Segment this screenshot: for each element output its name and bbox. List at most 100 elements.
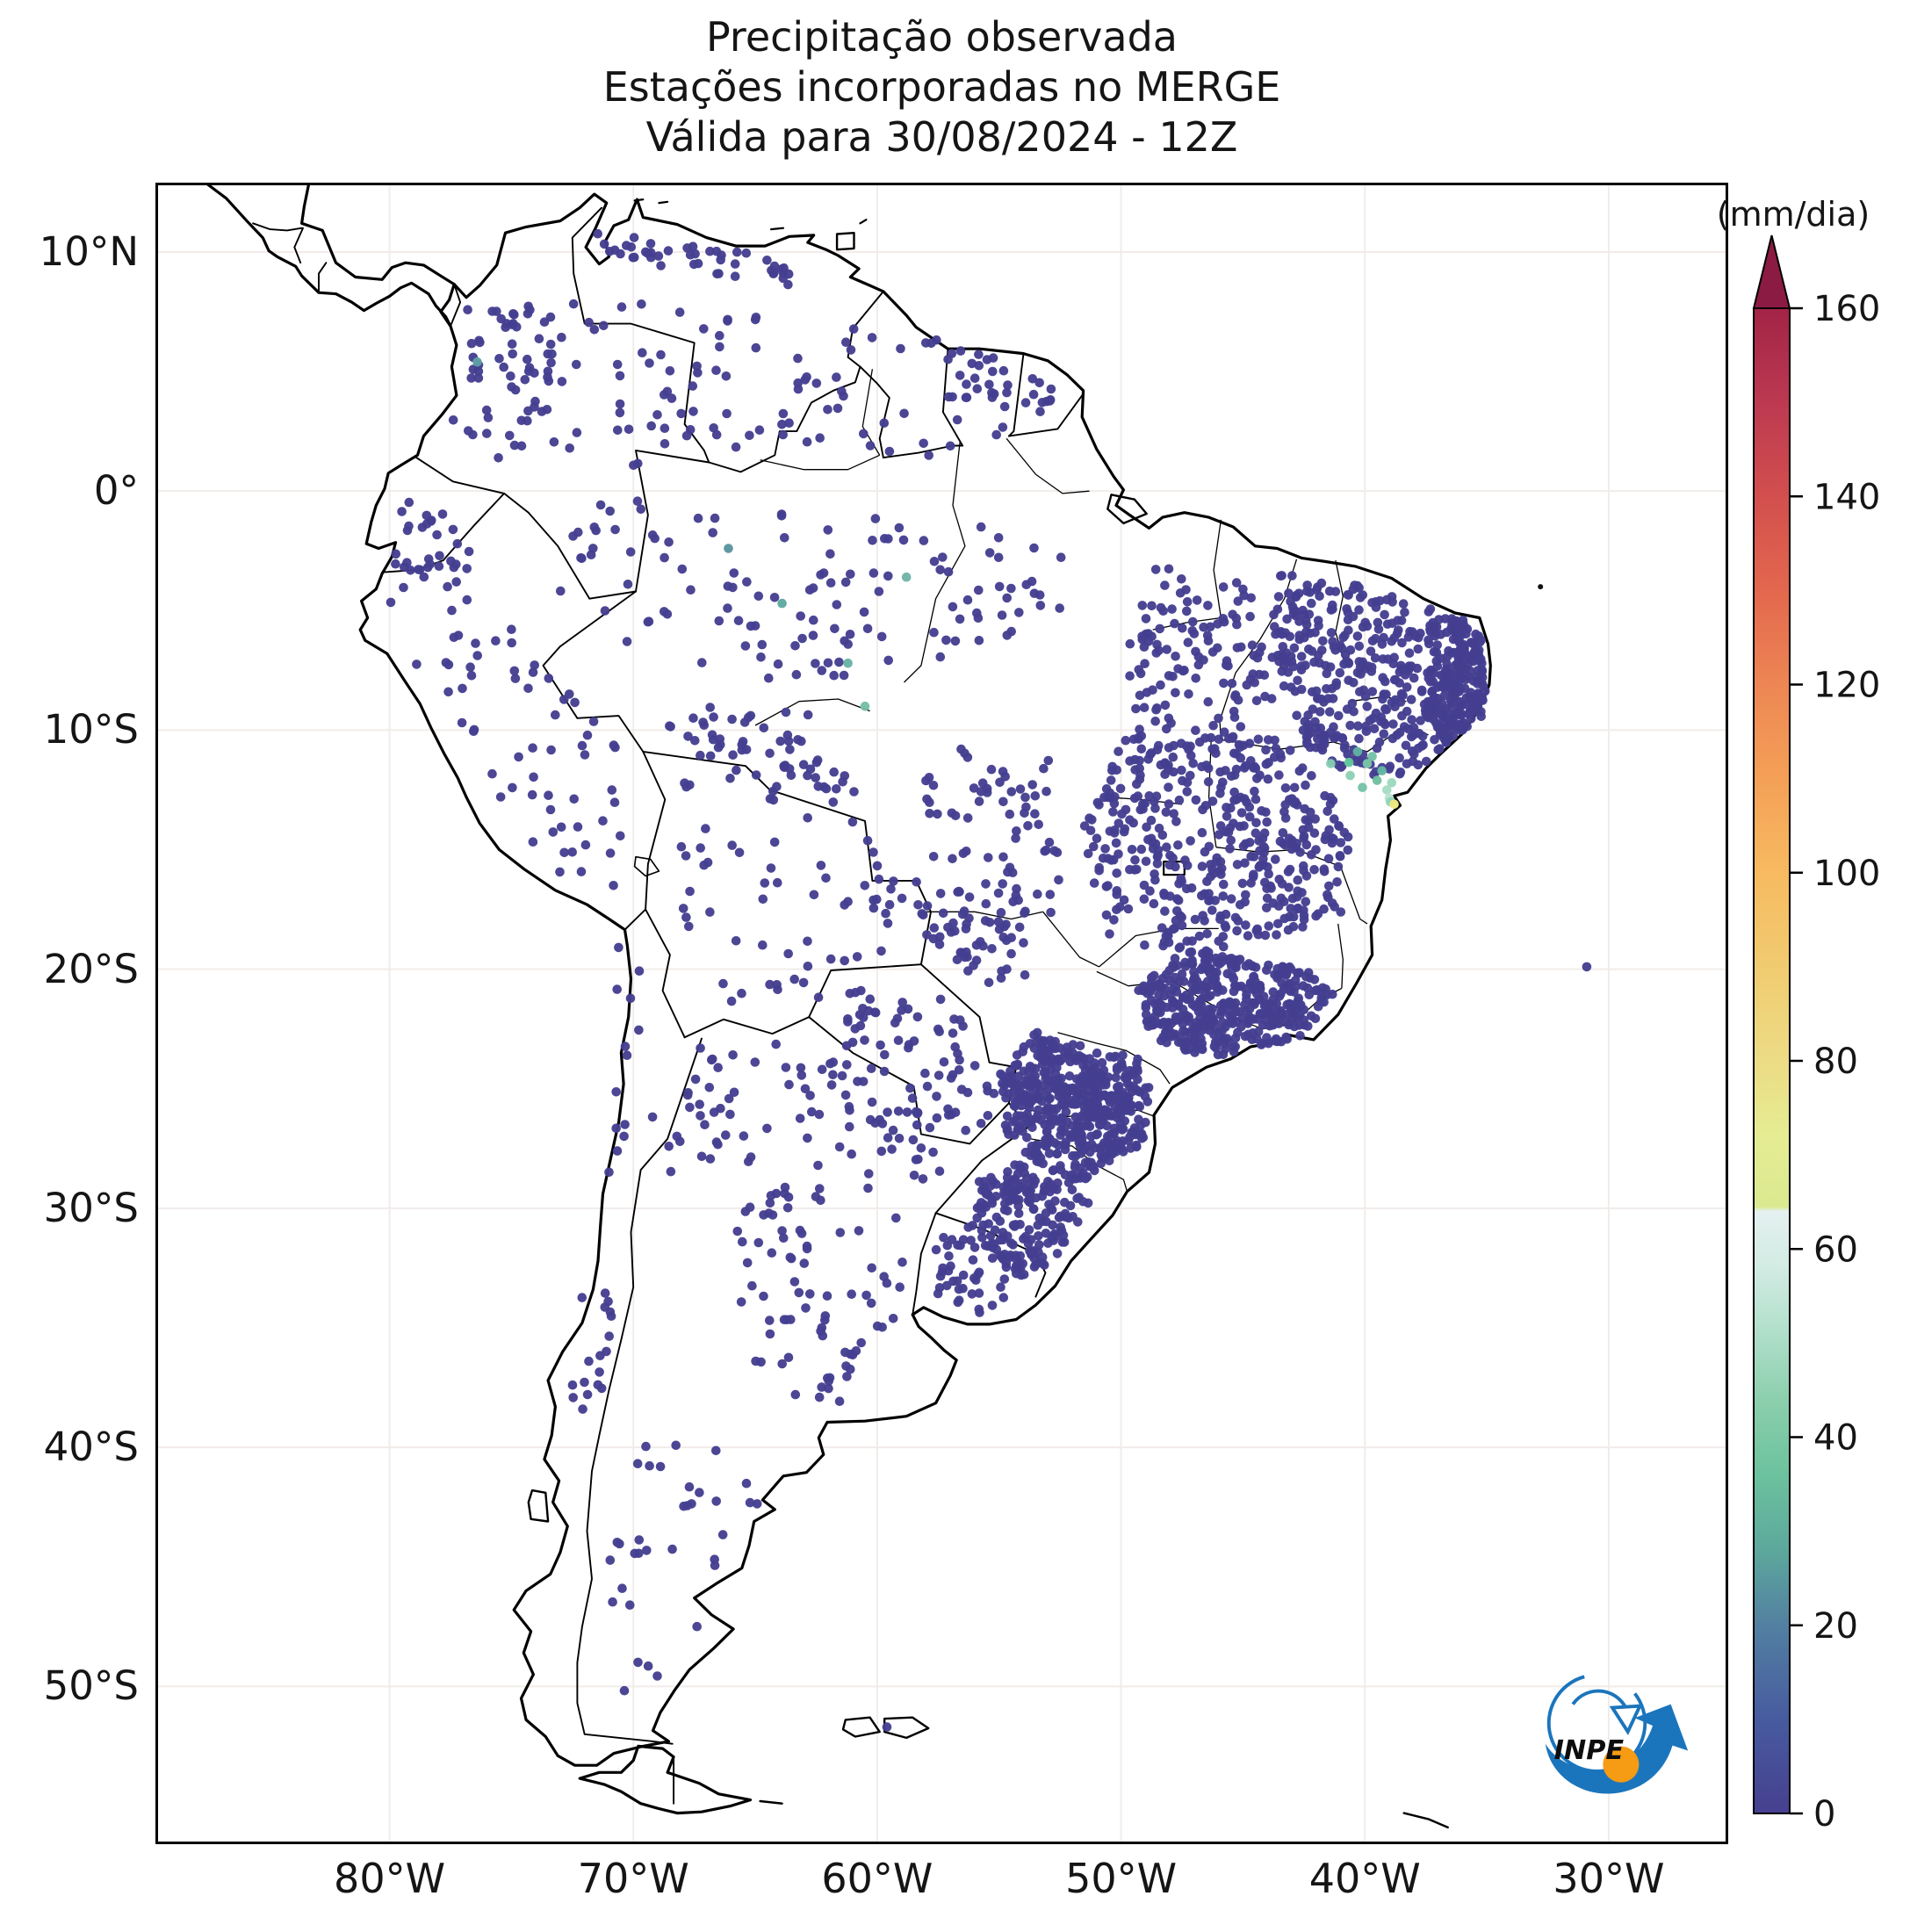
station-dot — [947, 1235, 957, 1244]
station-dot — [605, 848, 616, 858]
station-dot — [1151, 704, 1161, 715]
station-dot — [605, 506, 615, 516]
station-dot — [998, 1254, 1008, 1264]
station-dot — [598, 816, 608, 825]
station-dot — [508, 319, 518, 328]
station-dot — [1210, 896, 1220, 905]
station-dot — [543, 372, 552, 382]
station-dot — [1349, 678, 1359, 688]
station-dot — [1158, 1032, 1168, 1042]
station-dot — [1477, 695, 1487, 704]
station-dot — [1199, 622, 1208, 632]
station-dot — [961, 1125, 970, 1135]
station-dot — [1285, 912, 1294, 922]
station-dot — [1274, 875, 1285, 884]
station-dot — [837, 386, 847, 396]
station-dot — [1227, 679, 1237, 688]
station-dot — [1354, 641, 1365, 652]
station-dot — [941, 635, 951, 645]
station-dot — [783, 279, 793, 290]
station-dot — [1140, 659, 1150, 668]
station-dot — [1473, 702, 1482, 711]
station-dot — [588, 717, 599, 726]
station-dot — [1262, 817, 1272, 827]
station-dot — [523, 301, 533, 312]
station-dot — [487, 306, 497, 316]
station-dot — [722, 408, 732, 419]
station-dot — [1249, 852, 1259, 861]
station-dot — [529, 772, 538, 782]
station-dot — [778, 408, 789, 419]
station-dot — [1203, 696, 1214, 707]
station-dot — [397, 507, 407, 516]
station-dot — [1128, 1069, 1139, 1078]
station-dot — [1436, 653, 1445, 663]
station-dot — [1295, 1031, 1305, 1041]
station-dot — [1202, 876, 1212, 886]
station-dot — [750, 314, 760, 325]
station-dot — [728, 750, 738, 760]
station-dot — [803, 770, 812, 781]
station-dot — [559, 847, 569, 858]
station-dot — [1301, 732, 1312, 742]
station-dot — [1084, 1161, 1094, 1171]
station-dot — [688, 713, 698, 723]
station-dot — [1343, 845, 1353, 855]
station-dot — [922, 794, 932, 804]
station-dot — [687, 1499, 696, 1509]
station-dot — [1367, 687, 1378, 696]
station-dot — [1150, 1012, 1160, 1021]
station-dot — [715, 330, 724, 341]
station-dot — [1016, 1100, 1027, 1111]
station-dot — [1244, 838, 1255, 847]
station-dot — [1009, 1086, 1019, 1096]
station-dot — [825, 578, 836, 588]
station-dot — [840, 1090, 851, 1100]
station-dot-colored — [1367, 752, 1377, 761]
station-dot — [997, 610, 1007, 620]
station-dot — [717, 1530, 728, 1539]
station-dot — [1015, 1160, 1025, 1171]
station-dot — [897, 998, 907, 1007]
station-dot — [866, 1298, 876, 1308]
station-dot — [616, 831, 625, 841]
station-dot — [1300, 717, 1310, 726]
station-dot — [807, 1107, 817, 1117]
station-dot — [1207, 980, 1218, 991]
station-dot — [666, 1166, 676, 1177]
station-dot — [1416, 687, 1427, 696]
station-dot — [1092, 1048, 1102, 1058]
station-dot — [1421, 756, 1431, 767]
station-dot — [1389, 633, 1400, 643]
station-dot — [971, 955, 982, 965]
station-dot — [1087, 815, 1097, 825]
station-dot — [682, 1090, 693, 1100]
station-dot — [578, 1404, 587, 1414]
station-dot — [615, 407, 625, 418]
station-dot — [993, 552, 1004, 563]
station-dot — [1189, 1039, 1199, 1049]
station-dot — [1030, 809, 1040, 818]
station-dot — [426, 516, 436, 526]
station-dot — [759, 1210, 768, 1220]
colorbar-tick-label: 80 — [1813, 1042, 1858, 1082]
station-dot — [962, 813, 973, 823]
station-dot — [776, 264, 787, 274]
station-dot — [1184, 745, 1193, 754]
station-dot — [686, 585, 696, 595]
station-dot — [1279, 984, 1289, 994]
station-dot — [783, 1352, 794, 1363]
station-dot — [976, 787, 986, 797]
station-dot — [811, 773, 820, 782]
station-dot — [1208, 1016, 1218, 1026]
station-dot — [1334, 710, 1344, 721]
station-dot — [1143, 1083, 1154, 1092]
station-dot — [690, 736, 700, 746]
station-dot — [1352, 580, 1363, 591]
station-dot — [612, 984, 622, 994]
station-dot — [986, 764, 997, 775]
station-dot — [527, 789, 537, 800]
inpe-logo: INPE — [1545, 1673, 1689, 1794]
station-dot — [1395, 753, 1404, 763]
station-dot — [1344, 625, 1353, 635]
